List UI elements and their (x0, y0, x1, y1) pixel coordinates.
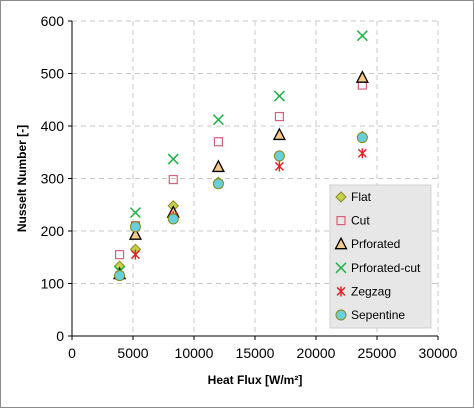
legend-marker-prforated-cut-stroke (335, 262, 347, 274)
legend-marker-sepentine (335, 309, 347, 321)
data-point-prforated (272, 127, 286, 141)
y-tick-label: 500 (41, 66, 65, 82)
y-tick-label: 400 (41, 118, 65, 134)
data-point-prforated-cut (273, 90, 285, 102)
x-tick-label: 10000 (175, 345, 214, 361)
x-tick-label: 0 (68, 345, 76, 361)
data-point-prforated-cut (356, 30, 368, 42)
y-tick-label: 200 (41, 223, 65, 239)
data-points (113, 30, 369, 282)
data-point-sepentine (114, 270, 126, 282)
data-point-sepentine (212, 178, 224, 190)
legend-marker-prforated (334, 236, 348, 250)
data-point-sepentine (167, 213, 179, 225)
legend-label-prforated: Prforated (351, 237, 400, 251)
x-tick-label: 15000 (236, 345, 275, 361)
tick-labels: 0 100 200 300 400 500 600 0 5000 10000 15000 20000 2… (41, 13, 458, 361)
legend-label-zegzag: Zegzag (351, 284, 391, 298)
legend-marker-zegzag (336, 286, 346, 297)
legend-label-cut: Cut (351, 214, 370, 228)
data-point-prforated-cut (212, 114, 224, 126)
data-point-cut (114, 250, 125, 260)
y-axis-title: Nusselt Number [-] (15, 125, 29, 232)
data-point-zegzag (357, 148, 367, 159)
legend-marker-cut (336, 216, 346, 226)
data-point-zegzag (274, 161, 284, 172)
x-tick-label: 25000 (358, 345, 397, 361)
data-point-prforated (128, 227, 143, 240)
legend-marker-flat (335, 191, 347, 203)
legend-label-flat: Flat (351, 190, 372, 204)
x-tick-label: 30000 (419, 345, 458, 361)
data-point-prforated (355, 70, 369, 83)
data-point-sepentine (356, 132, 368, 144)
y-tick-label: 100 (41, 276, 65, 292)
x-tick-label: 5000 (117, 345, 148, 361)
data-point-sepentine (273, 150, 285, 162)
data-point-prforated (211, 159, 225, 173)
data-point-prforated-cut-stroke (167, 153, 179, 165)
x-axis-title: Heat Flux [W/m²] (208, 373, 303, 387)
data-point-prforated-cut-stroke (273, 90, 285, 102)
data-point-prforated-cut-stroke (356, 30, 368, 42)
legend-label-prforated-cut: Prforated-cut (351, 261, 421, 275)
data-point-sepentine (129, 221, 141, 233)
x-tick-label: 20000 (297, 345, 336, 361)
y-tick-label: 600 (41, 13, 65, 29)
legend-marker-prforated-cut (335, 262, 347, 274)
axes (68, 20, 439, 340)
data-point-cut (274, 111, 284, 122)
data-point-prforated-cut (129, 207, 141, 219)
legend: Flat Cut Prforated Prforated-cut Zegzag Sepen… (329, 184, 432, 329)
data-point-prforated-cut (167, 153, 179, 165)
data-point-cut (213, 137, 223, 147)
y-tick-label: 0 (56, 328, 64, 344)
y-tick-label: 300 (41, 171, 65, 187)
legend-box (329, 184, 432, 329)
legend-label-sepentine: Sepentine (351, 308, 405, 322)
data-point-prforated-cut-stroke (212, 114, 224, 126)
data-point-zegzag (130, 249, 140, 260)
data-point-prforated-cut-stroke (129, 207, 141, 219)
data-point-cut (168, 174, 178, 185)
